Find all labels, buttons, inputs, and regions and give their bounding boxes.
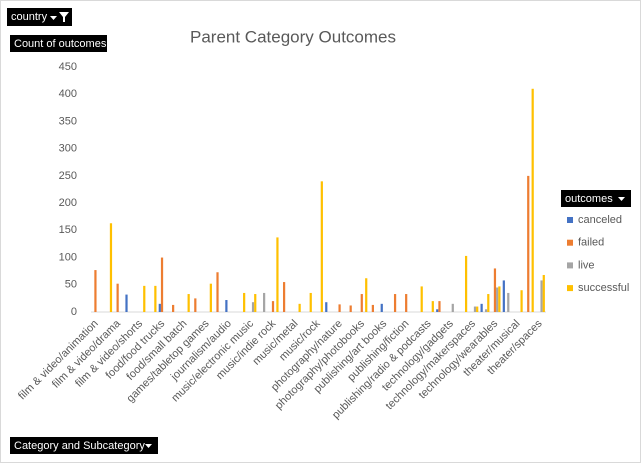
value-field-button[interactable]: Count of outcomes xyxy=(10,35,107,52)
y-axis-label[interactable]: Count of outcomes xyxy=(14,38,107,50)
bar xyxy=(194,298,197,312)
bar xyxy=(263,292,266,312)
bar xyxy=(493,268,497,312)
bar xyxy=(451,303,454,312)
bar xyxy=(405,294,408,312)
bar xyxy=(243,292,246,312)
bar xyxy=(209,283,212,312)
bar xyxy=(420,286,423,312)
bar xyxy=(380,303,383,312)
bar xyxy=(393,294,397,312)
button-background[interactable] xyxy=(7,8,72,26)
y-tick-label: 200 xyxy=(59,197,77,209)
legend-label: successful xyxy=(578,282,629,294)
bar xyxy=(540,280,543,312)
bar xyxy=(158,303,161,312)
bar xyxy=(438,301,441,312)
button-background[interactable] xyxy=(10,35,107,52)
bar xyxy=(520,290,523,312)
bar xyxy=(365,278,368,312)
bar xyxy=(502,280,505,312)
bar xyxy=(320,181,323,312)
bar xyxy=(276,237,279,312)
bar xyxy=(480,303,483,312)
bar xyxy=(325,302,328,312)
y-tick-label: 300 xyxy=(59,143,77,155)
bar xyxy=(436,309,439,312)
bar xyxy=(431,301,434,312)
bar xyxy=(498,286,501,312)
bar xyxy=(360,294,363,312)
axis-field-button[interactable]: Category and Subcategory xyxy=(10,437,158,454)
bar xyxy=(371,304,374,312)
legend-swatch xyxy=(567,217,573,223)
bar xyxy=(225,300,228,312)
button-background[interactable] xyxy=(10,437,158,454)
bar xyxy=(282,282,286,312)
y-tick-label: 150 xyxy=(59,224,77,236)
bar xyxy=(251,302,255,312)
bar xyxy=(143,285,146,312)
bar xyxy=(254,294,257,312)
dropdown-icon[interactable] xyxy=(50,16,57,20)
legend-label: live xyxy=(578,259,595,271)
y-tick-label: 50 xyxy=(65,279,77,291)
y-tick-label: 450 xyxy=(59,61,77,73)
bar xyxy=(187,294,190,312)
dropdown-icon[interactable] xyxy=(145,444,152,448)
y-tick-label: 100 xyxy=(59,251,77,263)
bar xyxy=(109,223,113,312)
legend-field-button[interactable]: outcomes xyxy=(561,190,631,207)
button-background[interactable] xyxy=(561,190,631,207)
bar xyxy=(476,306,479,312)
bar xyxy=(271,301,275,312)
bar xyxy=(94,270,97,312)
bar xyxy=(473,306,477,312)
bar xyxy=(154,285,157,312)
x-axis-label[interactable]: Category and Subcategory xyxy=(14,440,145,452)
legend-label: canceled xyxy=(578,214,622,226)
bar xyxy=(487,294,490,312)
legend-title[interactable]: outcomes xyxy=(565,193,613,205)
bar xyxy=(531,88,534,313)
bar xyxy=(484,309,488,312)
y-tick-label: 250 xyxy=(59,170,77,182)
legend-label: failed xyxy=(578,237,604,249)
bar xyxy=(542,274,545,312)
chart-title: Parent Category Outcomes xyxy=(190,27,396,46)
bar xyxy=(527,175,530,312)
filter-icon[interactable] xyxy=(59,12,69,22)
bar xyxy=(309,292,312,312)
y-tick-label: 350 xyxy=(59,115,77,127)
bar xyxy=(464,255,468,312)
bar xyxy=(116,283,119,312)
country-filter-button[interactable]: country xyxy=(7,8,72,26)
y-tick-label: 0 xyxy=(71,306,77,318)
bar xyxy=(496,287,499,312)
bar xyxy=(160,257,164,312)
y-tick-label: 400 xyxy=(59,88,77,100)
bar xyxy=(125,294,128,312)
bar xyxy=(172,304,175,312)
filter-label[interactable]: country xyxy=(11,11,48,23)
legend-swatch xyxy=(567,285,573,292)
bar xyxy=(349,305,352,312)
bar xyxy=(507,292,510,312)
dropdown-icon[interactable] xyxy=(618,197,625,201)
bar xyxy=(298,303,301,312)
legend-swatch xyxy=(567,262,573,269)
bar xyxy=(216,272,219,312)
bar xyxy=(338,304,341,312)
legend-swatch xyxy=(567,239,573,246)
